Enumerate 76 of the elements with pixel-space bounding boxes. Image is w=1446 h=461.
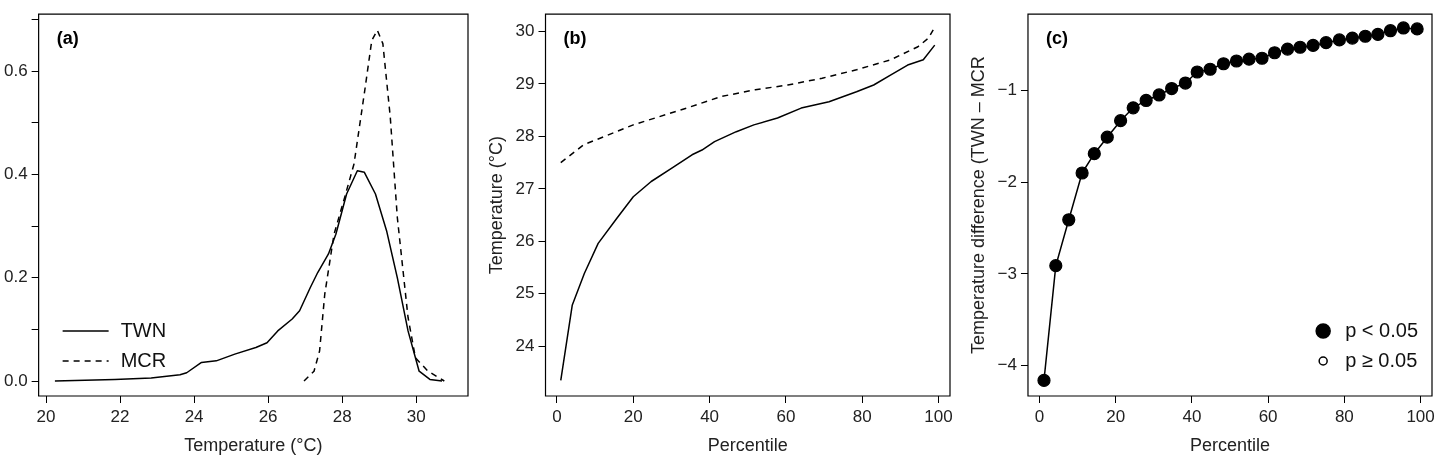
x-axis-title: Percentile bbox=[1189, 435, 1271, 456]
x-tick-label: 0 bbox=[1034, 406, 1045, 426]
x-tick-label: 80 bbox=[852, 406, 872, 426]
y-tick-label: 0.0 bbox=[3, 370, 28, 390]
y-tick-label: 25 bbox=[515, 283, 535, 303]
x-tick-label: 30 bbox=[406, 406, 426, 426]
legend-label: MCR bbox=[120, 348, 167, 371]
y-tick-label: −3 bbox=[997, 263, 1017, 283]
x-tick-label: 60 bbox=[1258, 406, 1278, 426]
x-tick-label: 80 bbox=[1334, 406, 1354, 426]
point bbox=[1165, 81, 1179, 96]
point bbox=[1062, 213, 1076, 227]
legend-label: p ≥ 0.05 bbox=[1345, 348, 1418, 371]
x-tick-label: 20 bbox=[36, 406, 56, 426]
y-axis-title: Temperature difference (TWN – MCR bbox=[967, 56, 988, 354]
legend-label: p < 0.05 bbox=[1345, 318, 1418, 341]
point bbox=[1319, 36, 1333, 50]
x-tick-label: 26 bbox=[258, 406, 278, 426]
y-tick-label: 0.4 bbox=[3, 164, 28, 184]
point bbox=[1293, 40, 1307, 54]
y-tick-label: −4 bbox=[997, 355, 1017, 375]
y-tick-label: 0.6 bbox=[3, 60, 28, 80]
point bbox=[1139, 93, 1153, 108]
point bbox=[1345, 31, 1359, 45]
x-tick-label: 20 bbox=[623, 406, 643, 426]
point bbox=[1410, 22, 1424, 36]
point bbox=[1087, 147, 1101, 161]
x-axis-title: Temperature (°C) bbox=[184, 435, 323, 456]
point bbox=[1383, 24, 1398, 38]
x-tick-label: 22 bbox=[110, 406, 130, 426]
y-tick-label: 26 bbox=[515, 230, 535, 250]
legend-label: TWN bbox=[120, 318, 167, 341]
x-tick-label: 60 bbox=[776, 406, 796, 426]
y-axis-title: Temperature (°C) bbox=[485, 135, 506, 275]
x-tick-label: 24 bbox=[184, 406, 204, 426]
y-tick-label: −1 bbox=[997, 80, 1017, 100]
point bbox=[1242, 52, 1256, 66]
point bbox=[1203, 62, 1217, 76]
point bbox=[1049, 259, 1063, 273]
point bbox=[1267, 46, 1282, 60]
point bbox=[1306, 38, 1320, 53]
point bbox=[1126, 101, 1140, 115]
annotation: (a) bbox=[56, 28, 79, 49]
point bbox=[1114, 114, 1128, 128]
x-tick-label: 0 bbox=[552, 406, 562, 426]
y-tick-label: 30 bbox=[515, 21, 535, 41]
point bbox=[1371, 27, 1385, 41]
point bbox=[1255, 51, 1269, 65]
x-tick-label: 20 bbox=[1106, 406, 1126, 426]
annotation: (b) bbox=[563, 28, 587, 49]
point bbox=[1152, 88, 1166, 102]
point bbox=[1178, 76, 1192, 90]
x-axis-title: Percentile bbox=[707, 435, 788, 456]
y-tick-label: 0.2 bbox=[3, 267, 28, 287]
x-tick-label: 100 bbox=[1406, 406, 1435, 426]
point bbox=[1280, 42, 1295, 56]
y-tick-label: 24 bbox=[515, 335, 535, 355]
y-tick-label: −2 bbox=[997, 171, 1017, 191]
point bbox=[1190, 65, 1204, 79]
point bbox=[1075, 166, 1089, 180]
point bbox=[1216, 57, 1231, 71]
annotation: (c) bbox=[1045, 28, 1068, 49]
y-tick-label: 27 bbox=[515, 178, 535, 198]
x-tick-label: 28 bbox=[332, 406, 352, 426]
point bbox=[1358, 29, 1372, 43]
x-tick-label: 40 bbox=[1182, 406, 1202, 426]
point bbox=[1229, 54, 1244, 68]
point bbox=[1037, 373, 1051, 387]
y-tick-label: 29 bbox=[515, 73, 535, 93]
x-tick-label: 40 bbox=[700, 406, 720, 426]
y-tick-label: 28 bbox=[515, 126, 535, 146]
line-series bbox=[560, 29, 934, 164]
point bbox=[1396, 21, 1411, 35]
x-tick-label: 100 bbox=[924, 406, 953, 426]
point bbox=[1332, 33, 1346, 47]
point bbox=[1100, 130, 1114, 144]
